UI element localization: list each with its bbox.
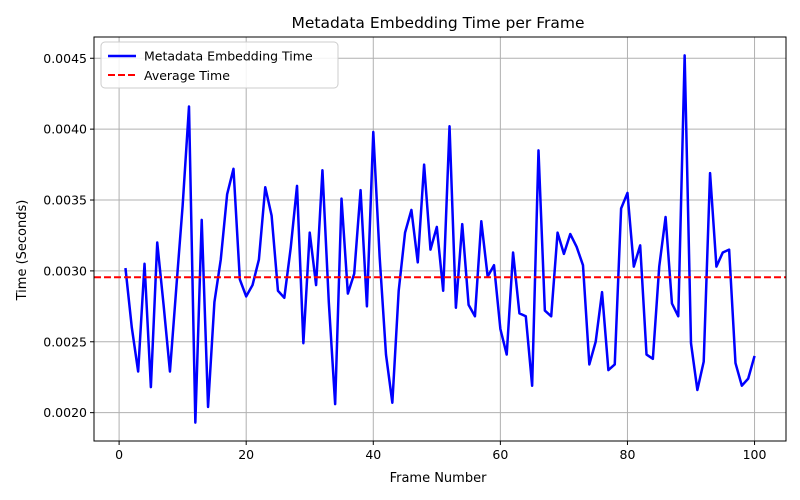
x-tick-label: 40	[365, 447, 381, 462]
x-tick-label: 100	[743, 447, 767, 462]
chart-title: Metadata Embedding Time per Frame	[292, 14, 585, 32]
x-axis-label: Frame Number	[390, 471, 488, 486]
y-tick-label: 0.0020	[43, 405, 87, 420]
grid-lines	[94, 37, 786, 441]
y-tick-label: 0.0040	[43, 122, 87, 137]
legend-label-average-time: Average Time	[144, 68, 230, 83]
series-layer	[94, 54, 786, 424]
legend-box	[100, 41, 339, 89]
x-tick-label: 0	[115, 447, 123, 462]
x-tick-label: 80	[620, 447, 636, 462]
series-line-embedding-time	[124, 54, 756, 424]
y-tick-label: 0.0045	[43, 51, 87, 66]
y-tick-label: 0.0025	[43, 334, 87, 349]
y-axis-ticks: 0.0020 0.0025 0.0030 0.0035 0.0040 0.0045	[43, 51, 94, 420]
x-axis-ticks: 0 20 40 60 80 100	[115, 441, 767, 462]
legend: Metadata Embedding Time Average Time	[100, 41, 339, 89]
x-tick-label: 20	[238, 447, 254, 462]
legend-label-embedding-time: Metadata Embedding Time	[144, 49, 313, 64]
plot-area: 0 20 40 60 80 100 0.00200.00250.00300.00350.0…	[43, 36, 787, 462]
y-tick-label: 0.0030	[43, 263, 87, 278]
y-axis-label: Time (Seconds)	[15, 200, 30, 302]
plot-frame	[93, 36, 787, 442]
y-tick-label: 0.0035	[43, 193, 87, 208]
x-tick-label: 60	[492, 447, 508, 462]
